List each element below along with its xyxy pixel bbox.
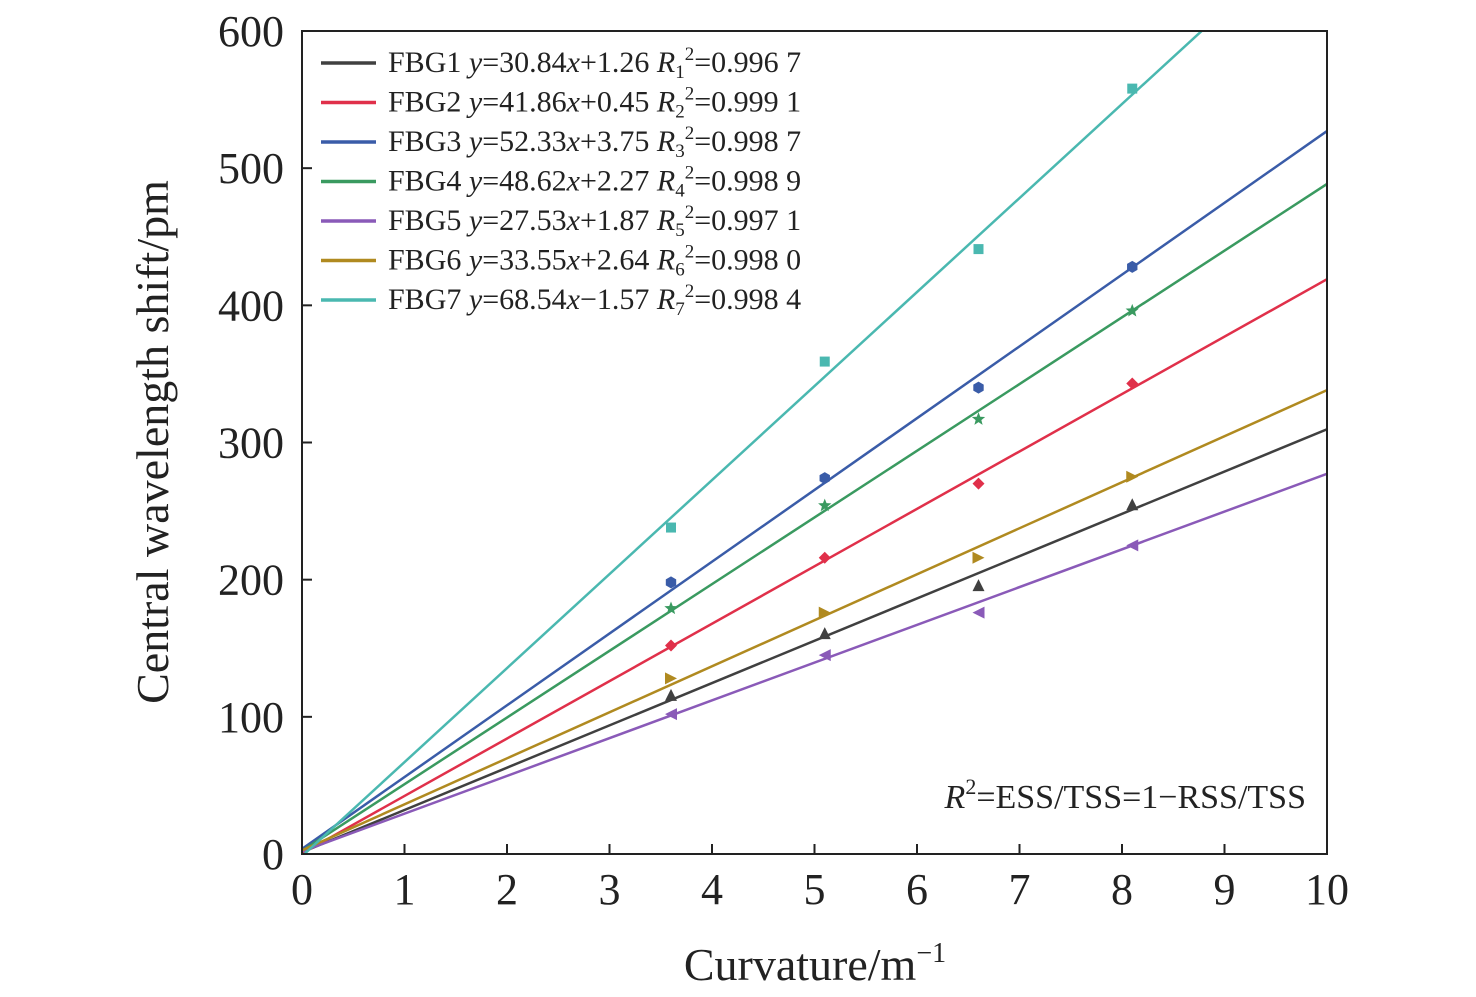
data-point-fbg7 bbox=[1127, 83, 1138, 94]
data-point-fbg7 bbox=[666, 522, 676, 533]
legend-entry-fbg6: FBG6 y=33.55x+2.64 R62=0.998 0 bbox=[388, 242, 801, 281]
data-point-fbg1 bbox=[972, 579, 985, 592]
x-tick-label: 2 bbox=[496, 865, 518, 914]
data-point-fbg3 bbox=[1127, 260, 1138, 273]
x-tick-label: 1 bbox=[394, 865, 416, 914]
x-tick-label: 9 bbox=[1214, 865, 1236, 914]
r2-annotation: R2=ESS/TSS=1−RSS/TSS bbox=[944, 774, 1306, 816]
legend-entry-fbg4: FBG4 y=48.62x+2.27 R42=0.998 9 bbox=[388, 163, 801, 202]
data-point-fbg6 bbox=[972, 551, 985, 564]
data-point-fbg4 bbox=[818, 498, 832, 512]
data-point-fbg5 bbox=[1126, 539, 1139, 552]
x-tick-label: 7 bbox=[1009, 865, 1031, 914]
x-tick-label: 6 bbox=[906, 865, 928, 914]
x-tick-label: 8 bbox=[1111, 865, 1133, 914]
data-point-fbg2 bbox=[818, 551, 831, 564]
fit-line-fbg1 bbox=[302, 428, 1327, 854]
data-point-fbg4 bbox=[1125, 303, 1139, 317]
x-tick-label: 3 bbox=[599, 865, 621, 914]
data-point-fbg2 bbox=[1126, 377, 1139, 390]
x-axis-label: Curvature/m−1 bbox=[684, 938, 946, 990]
y-axis-label: Central wavelength shift/pm bbox=[127, 180, 178, 704]
x-tick-label: 4 bbox=[701, 865, 723, 914]
data-point-fbg5 bbox=[972, 606, 985, 619]
legend-entry-fbg3: FBG3 y=52.33x+3.75 R32=0.998 7 bbox=[388, 123, 801, 162]
data-point-fbg3 bbox=[665, 576, 677, 589]
data-point-fbg6 bbox=[1126, 470, 1139, 483]
y-tick-label: 500 bbox=[218, 144, 284, 193]
data-point-fbg2 bbox=[972, 477, 985, 490]
fit-line-fbg5 bbox=[302, 472, 1327, 853]
data-point-fbg6 bbox=[818, 606, 831, 619]
data-point-fbg7 bbox=[973, 244, 984, 255]
y-tick-label: 600 bbox=[218, 7, 284, 56]
fit-line-fbg6 bbox=[302, 389, 1327, 852]
data-point-fbg1 bbox=[1126, 498, 1139, 511]
data-point-fbg7 bbox=[819, 356, 830, 367]
data-point-fbg5 bbox=[665, 708, 677, 721]
y-tick-label: 300 bbox=[218, 419, 284, 468]
y-tick-label: 0 bbox=[262, 830, 284, 879]
legend-entry-fbg1: FBG1 y=30.84x+1.26 R12=0.996 7 bbox=[388, 44, 801, 83]
fit-line-fbg4 bbox=[302, 182, 1327, 852]
data-point-fbg3 bbox=[819, 472, 830, 485]
fit-line-fbg2 bbox=[302, 278, 1327, 854]
y-tick-label: 100 bbox=[218, 693, 284, 742]
fit-line-fbg7 bbox=[302, 31, 1204, 854]
data-point-fbg1 bbox=[818, 627, 831, 640]
data-point-fbg6 bbox=[665, 672, 677, 685]
data-point-fbg3 bbox=[973, 381, 984, 394]
data-point-fbg2 bbox=[665, 639, 677, 652]
x-tick-label: 0 bbox=[291, 865, 313, 914]
data-point-fbg4 bbox=[664, 601, 678, 615]
data-point-fbg5 bbox=[818, 649, 831, 662]
x-tick-label: 10 bbox=[1305, 865, 1349, 914]
data-point-fbg1 bbox=[665, 688, 677, 701]
legend-entry-fbg5: FBG5 y=27.53x+1.87 R52=0.997 1 bbox=[388, 202, 801, 241]
y-tick-label: 400 bbox=[218, 281, 284, 330]
fit-line-fbg3 bbox=[302, 130, 1327, 850]
x-tick-label: 5 bbox=[804, 865, 826, 914]
y-tick-label: 200 bbox=[218, 556, 284, 605]
legend-entry-fbg7: FBG7 y=68.54x−1.57 R72=0.998 4 bbox=[388, 281, 801, 320]
data-point-fbg4 bbox=[971, 412, 986, 425]
legend-entry-fbg2: FBG2 y=41.86x+0.45 R22=0.999 1 bbox=[388, 84, 801, 123]
